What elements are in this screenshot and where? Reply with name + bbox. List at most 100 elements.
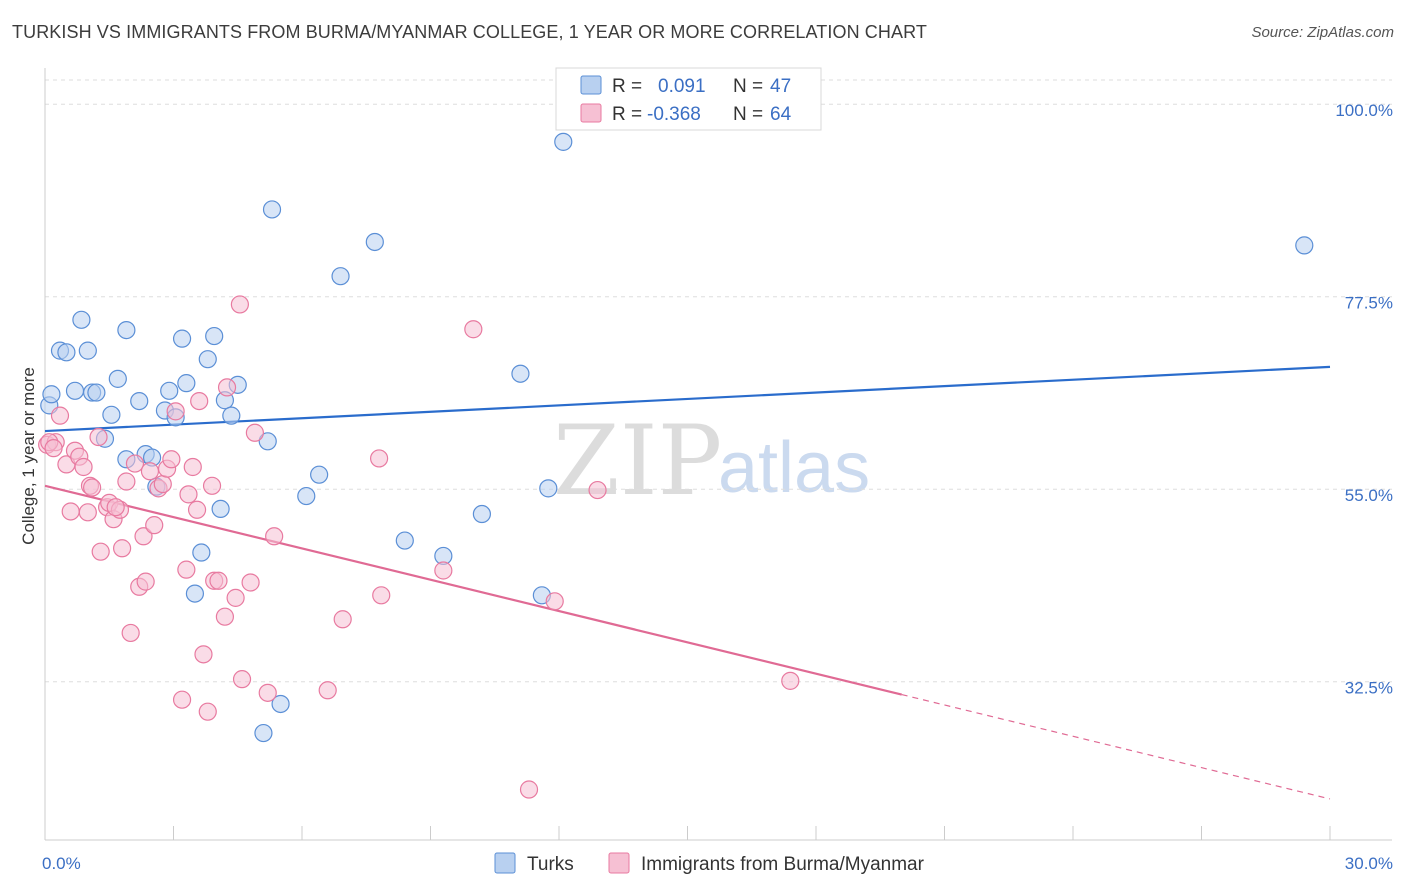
x-tick-label-1: 30.0% bbox=[1345, 854, 1393, 873]
turks-point-28 bbox=[222, 406, 241, 425]
burma-point-43 bbox=[217, 378, 237, 397]
trend-line-burma-extension bbox=[901, 693, 1331, 800]
turks-point-33 bbox=[271, 694, 290, 714]
burma-point-23 bbox=[136, 572, 155, 591]
burma-point-44 bbox=[226, 588, 245, 607]
x-tick-label-0: 0.0% bbox=[42, 854, 81, 873]
legend-r-label-turks: R = bbox=[612, 76, 642, 97]
legend-n-value-burma: 64 bbox=[770, 104, 792, 125]
burma-point-41 bbox=[209, 571, 228, 590]
turks-point-18 bbox=[160, 381, 179, 400]
bottom-legend-label-burma: Immigrants from Burma/Myanmar bbox=[641, 854, 925, 875]
turks-point-35 bbox=[310, 465, 329, 484]
bottom-legend-label-turks: Turks bbox=[527, 854, 574, 875]
series-legend: Turks Immigrants from Burma/Myanmar bbox=[494, 852, 925, 875]
turks-point-5 bbox=[78, 341, 97, 360]
burma-point-63 bbox=[106, 498, 125, 517]
turks-point-46 bbox=[42, 385, 61, 404]
burma-point-35 bbox=[187, 500, 207, 519]
trend-line-burma bbox=[44, 484, 902, 696]
burma-point-27 bbox=[153, 474, 172, 494]
legend-r-label-burma: R = bbox=[612, 104, 642, 125]
burma-point-49 bbox=[258, 683, 277, 702]
source-credit: Source: ZipAtlas.com bbox=[1251, 24, 1394, 41]
burma-point-33 bbox=[179, 485, 198, 504]
legend-swatch-burma bbox=[580, 103, 602, 123]
burma-point-55 bbox=[434, 561, 453, 580]
bottom-legend-swatch-burma bbox=[608, 852, 630, 874]
turks-point-20 bbox=[172, 329, 192, 348]
turks-point-21 bbox=[177, 374, 196, 393]
burma-point-31 bbox=[172, 690, 192, 709]
trend-line-turks bbox=[44, 365, 1331, 433]
watermark-zip: ZIP bbox=[553, 405, 722, 517]
turks-point-11 bbox=[117, 320, 136, 340]
turks-point-23 bbox=[192, 543, 211, 562]
burma-point-52 bbox=[333, 610, 352, 629]
legend-n-value-turks: 47 bbox=[770, 76, 791, 97]
burma-point-8 bbox=[78, 503, 97, 522]
burma-point-50 bbox=[265, 527, 284, 546]
burma-point-12 bbox=[91, 542, 110, 561]
burma-point-59 bbox=[588, 480, 607, 500]
bottom-legend-swatch-turks bbox=[494, 852, 516, 874]
burma-point-38 bbox=[198, 702, 217, 721]
burma-point-37 bbox=[194, 645, 213, 664]
burma-point-48 bbox=[245, 423, 264, 442]
burma-point-57 bbox=[519, 780, 539, 799]
burma-point-58 bbox=[545, 592, 564, 611]
turks-point-30 bbox=[254, 723, 273, 743]
burma-point-39 bbox=[202, 476, 222, 495]
chart-title: TURKISH VS IMMIGRANTS FROM BURMA/MYANMAR… bbox=[12, 22, 927, 42]
burma-point-53 bbox=[370, 449, 389, 468]
turks-point-22 bbox=[185, 584, 205, 603]
y-tick-label-3: 32.5% bbox=[1345, 679, 1393, 698]
legend-n-label-turks: N = bbox=[733, 76, 763, 97]
turks-point-36 bbox=[331, 267, 350, 286]
turks-point-32 bbox=[262, 200, 282, 219]
turks-point-25 bbox=[205, 326, 224, 346]
burma-point-42 bbox=[215, 607, 234, 626]
legend-n-label-burma: N = bbox=[733, 104, 763, 125]
legend-r-value-turks: 0.091 bbox=[658, 76, 706, 97]
burma-point-29 bbox=[162, 450, 181, 469]
trend-lines bbox=[44, 365, 1331, 800]
series-burma-points bbox=[38, 295, 800, 799]
y-tick-label-2: 55.0% bbox=[1345, 486, 1393, 505]
burma-point-22 bbox=[134, 527, 153, 546]
burma-point-47 bbox=[241, 573, 260, 592]
burma-point-25 bbox=[145, 516, 164, 535]
turks-point-45 bbox=[1295, 236, 1314, 255]
stats-legend: R = 0.091 N = 47 R = -0.368 N = 64 bbox=[555, 67, 822, 131]
turks-point-9 bbox=[102, 405, 121, 424]
turks-point-7 bbox=[87, 383, 106, 402]
burma-point-51 bbox=[318, 681, 337, 700]
burma-point-7 bbox=[74, 457, 93, 477]
turks-point-24 bbox=[198, 350, 217, 369]
burma-point-2 bbox=[50, 406, 70, 425]
y-tick-label-0: 100.0% bbox=[1335, 101, 1393, 120]
burma-point-36 bbox=[190, 392, 209, 411]
turks-point-38 bbox=[395, 531, 414, 550]
burma-point-4 bbox=[61, 502, 80, 521]
burma-point-20 bbox=[125, 454, 145, 473]
burma-point-32 bbox=[177, 560, 196, 579]
turks-point-40 bbox=[472, 504, 491, 524]
grid-lines bbox=[45, 79, 1392, 683]
turks-point-2 bbox=[57, 343, 76, 362]
burma-point-19 bbox=[121, 623, 140, 643]
turks-point-3 bbox=[65, 381, 85, 400]
series-turks-points bbox=[40, 132, 1314, 743]
watermark-atlas: atlas bbox=[718, 428, 870, 508]
burma-point-34 bbox=[183, 457, 202, 477]
turks-point-13 bbox=[130, 392, 149, 411]
legend-r-value-burma: -0.368 bbox=[647, 104, 701, 125]
turks-point-10 bbox=[108, 369, 127, 388]
y-axis-label: College, 1 year or more bbox=[19, 367, 38, 545]
y-tick-label-1: 77.5% bbox=[1345, 294, 1393, 313]
x-tick-labels: 0.0% 30.0% bbox=[42, 854, 1393, 873]
burma-point-10 bbox=[83, 478, 102, 497]
burma-point-18 bbox=[117, 472, 136, 491]
turks-point-44 bbox=[554, 132, 573, 151]
